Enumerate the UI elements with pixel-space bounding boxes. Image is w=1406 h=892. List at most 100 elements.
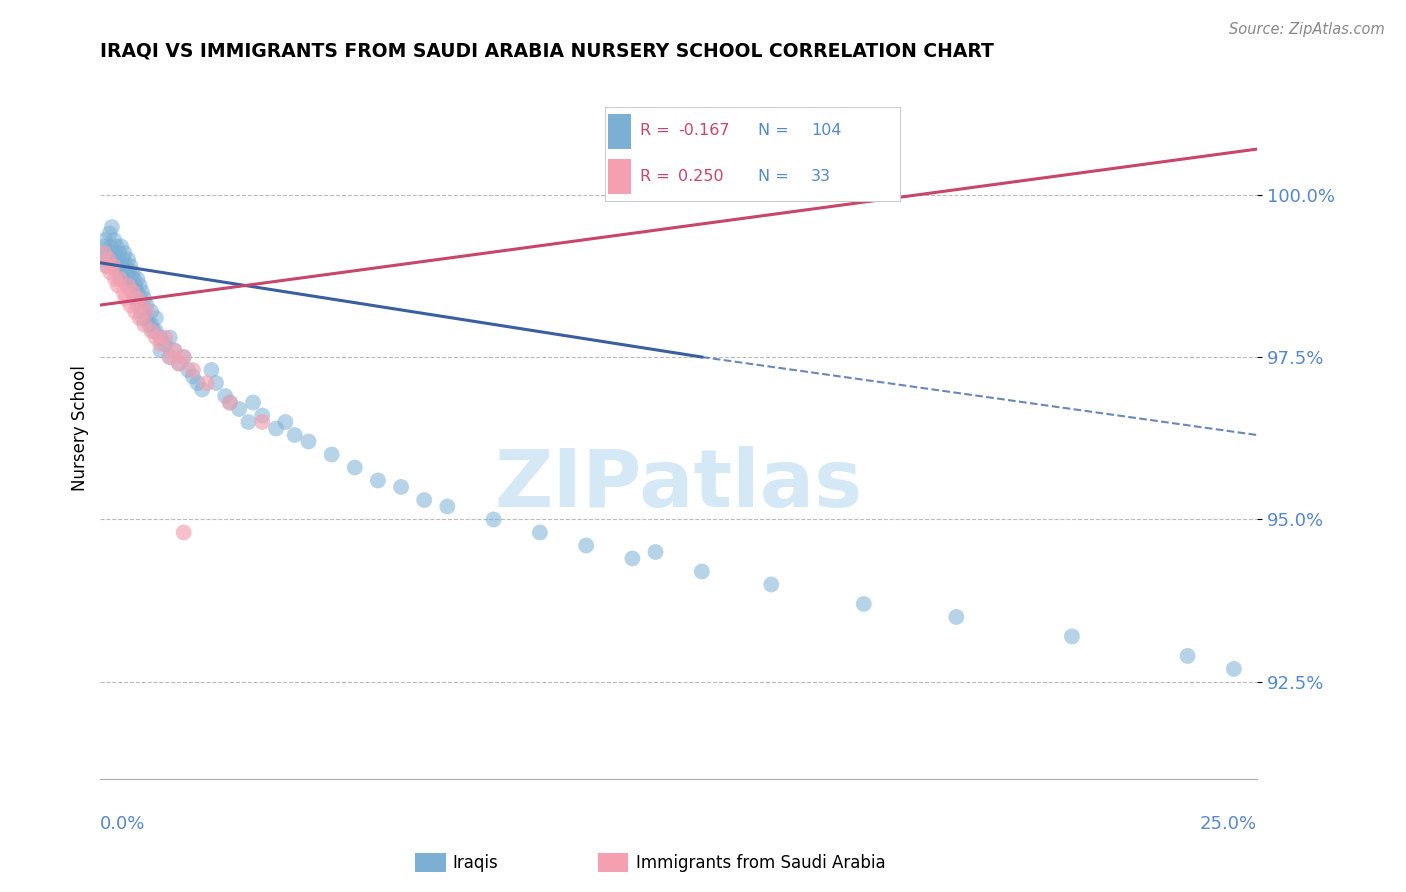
Point: [714, 168, 737, 182]
Point: [115, 266, 138, 280]
Point: [127, 298, 149, 312]
Point: [117, 278, 139, 293]
Point: [132, 311, 155, 326]
Point: [111, 259, 134, 273]
Point: [167, 357, 190, 371]
Point: [264, 421, 287, 435]
Point: [128, 311, 150, 326]
Point: [135, 304, 157, 318]
Point: [761, 577, 783, 591]
Point: [128, 292, 150, 306]
Point: [177, 363, 200, 377]
Point: [121, 285, 143, 299]
Point: [153, 337, 176, 351]
Text: Immigrants from Saudi Arabia: Immigrants from Saudi Arabia: [636, 854, 886, 871]
Point: [107, 278, 129, 293]
Point: [153, 330, 176, 344]
Point: [94, 233, 117, 247]
Point: [121, 278, 143, 293]
Point: [159, 350, 181, 364]
Point: [436, 500, 458, 514]
Text: Iraqis: Iraqis: [453, 854, 499, 871]
Point: [149, 343, 172, 358]
Point: [134, 292, 156, 306]
Point: [134, 304, 156, 318]
Point: [621, 551, 644, 566]
Point: [200, 363, 222, 377]
Point: [181, 369, 204, 384]
Point: [142, 324, 165, 338]
Point: [117, 278, 139, 293]
Point: [274, 415, 297, 429]
Point: [173, 525, 195, 540]
Text: 25.0%: 25.0%: [1199, 815, 1257, 833]
Point: [128, 278, 150, 293]
Point: [159, 350, 181, 364]
Point: [110, 272, 132, 286]
Bar: [607, 114, 631, 149]
Point: [413, 493, 436, 508]
Point: [145, 311, 167, 326]
Point: [129, 304, 152, 318]
Point: [105, 252, 128, 267]
Point: [91, 252, 114, 267]
Point: [219, 395, 242, 409]
Point: [124, 292, 146, 306]
Point: [98, 227, 121, 241]
Point: [343, 460, 366, 475]
Point: [112, 285, 135, 299]
Point: [1223, 662, 1246, 676]
Text: Source: ZipAtlas.com: Source: ZipAtlas.com: [1229, 22, 1385, 37]
Point: [131, 285, 153, 299]
Point: [284, 428, 307, 442]
Text: -0.167: -0.167: [678, 123, 730, 138]
Text: IRAQI VS IMMIGRANTS FROM SAUDI ARABIA NURSERY SCHOOL CORRELATION CHART: IRAQI VS IMMIGRANTS FROM SAUDI ARABIA NU…: [100, 42, 994, 61]
Point: [186, 376, 208, 390]
Point: [110, 239, 132, 253]
Point: [121, 285, 143, 299]
Point: [104, 272, 127, 286]
Point: [134, 318, 156, 332]
Point: [114, 272, 136, 286]
Point: [482, 512, 505, 526]
Point: [1177, 648, 1199, 663]
Text: N =: N =: [758, 123, 794, 138]
Point: [238, 415, 260, 429]
Point: [124, 304, 146, 318]
Point: [389, 480, 412, 494]
Text: N =: N =: [758, 169, 794, 184]
Point: [117, 252, 139, 267]
Point: [94, 246, 117, 260]
Point: [101, 220, 124, 235]
Point: [107, 266, 129, 280]
Point: [367, 474, 389, 488]
Point: [242, 395, 264, 409]
Y-axis label: Nursery School: Nursery School: [72, 366, 89, 491]
Point: [163, 343, 186, 358]
Point: [138, 318, 160, 332]
Point: [191, 383, 214, 397]
Point: [163, 343, 186, 358]
Point: [127, 292, 149, 306]
Bar: [607, 159, 631, 194]
Point: [100, 266, 122, 280]
Point: [690, 565, 713, 579]
Point: [167, 357, 190, 371]
Point: [145, 324, 167, 338]
Point: [97, 252, 120, 267]
Point: [105, 239, 128, 253]
Point: [219, 395, 242, 409]
Point: [112, 266, 135, 280]
Text: R =: R =: [640, 169, 675, 184]
Text: ZIPatlas: ZIPatlas: [495, 446, 863, 524]
Point: [103, 259, 125, 273]
Point: [141, 304, 163, 318]
Point: [297, 434, 319, 449]
Point: [852, 597, 875, 611]
Point: [141, 324, 163, 338]
Point: [131, 298, 153, 312]
Point: [205, 376, 228, 390]
Text: 0.0%: 0.0%: [100, 815, 146, 833]
Text: R =: R =: [640, 123, 675, 138]
Point: [135, 311, 157, 326]
